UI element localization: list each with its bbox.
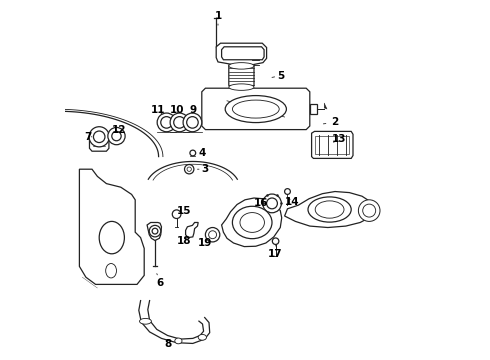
Ellipse shape bbox=[175, 338, 182, 344]
Circle shape bbox=[190, 150, 196, 156]
Ellipse shape bbox=[106, 264, 117, 278]
Text: 13: 13 bbox=[331, 134, 346, 144]
Polygon shape bbox=[312, 131, 353, 158]
Circle shape bbox=[272, 238, 279, 244]
Circle shape bbox=[205, 228, 220, 242]
Polygon shape bbox=[324, 103, 327, 109]
Ellipse shape bbox=[99, 221, 124, 254]
Text: 4: 4 bbox=[196, 148, 205, 158]
Circle shape bbox=[172, 210, 181, 219]
Polygon shape bbox=[186, 222, 198, 238]
Circle shape bbox=[157, 113, 176, 132]
Ellipse shape bbox=[225, 96, 286, 123]
Circle shape bbox=[149, 225, 161, 237]
Polygon shape bbox=[79, 169, 144, 284]
Ellipse shape bbox=[198, 334, 206, 340]
Text: 10: 10 bbox=[170, 105, 184, 115]
Text: 5: 5 bbox=[272, 71, 285, 81]
Ellipse shape bbox=[229, 63, 254, 69]
Text: 14: 14 bbox=[285, 197, 299, 207]
Polygon shape bbox=[310, 104, 317, 114]
Polygon shape bbox=[285, 192, 374, 228]
Circle shape bbox=[183, 113, 202, 132]
Circle shape bbox=[358, 200, 380, 221]
Text: 16: 16 bbox=[254, 198, 269, 208]
Circle shape bbox=[185, 165, 194, 174]
Text: 1: 1 bbox=[215, 11, 221, 25]
Text: 17: 17 bbox=[269, 246, 283, 259]
Text: 11: 11 bbox=[150, 105, 165, 115]
Text: 8: 8 bbox=[164, 339, 171, 349]
Circle shape bbox=[108, 127, 125, 145]
Text: 3: 3 bbox=[197, 164, 209, 174]
Polygon shape bbox=[216, 43, 267, 65]
Polygon shape bbox=[221, 198, 282, 247]
Polygon shape bbox=[229, 65, 254, 88]
Text: 12: 12 bbox=[112, 125, 126, 135]
Circle shape bbox=[263, 194, 281, 213]
Circle shape bbox=[170, 113, 189, 132]
Text: 7: 7 bbox=[85, 132, 92, 142]
Text: 6: 6 bbox=[157, 274, 164, 288]
Text: 2: 2 bbox=[323, 117, 339, 127]
Text: 18: 18 bbox=[176, 236, 191, 246]
Ellipse shape bbox=[240, 212, 265, 233]
Ellipse shape bbox=[232, 206, 272, 239]
Polygon shape bbox=[90, 139, 109, 151]
Ellipse shape bbox=[308, 197, 351, 222]
Polygon shape bbox=[202, 88, 310, 130]
Ellipse shape bbox=[140, 318, 151, 324]
Ellipse shape bbox=[229, 84, 254, 90]
Ellipse shape bbox=[315, 201, 344, 218]
Ellipse shape bbox=[232, 100, 279, 118]
Text: 19: 19 bbox=[197, 238, 212, 248]
Polygon shape bbox=[147, 222, 162, 240]
Text: 15: 15 bbox=[176, 206, 191, 216]
Circle shape bbox=[89, 127, 109, 147]
Circle shape bbox=[285, 189, 291, 194]
Text: 9: 9 bbox=[189, 105, 196, 115]
